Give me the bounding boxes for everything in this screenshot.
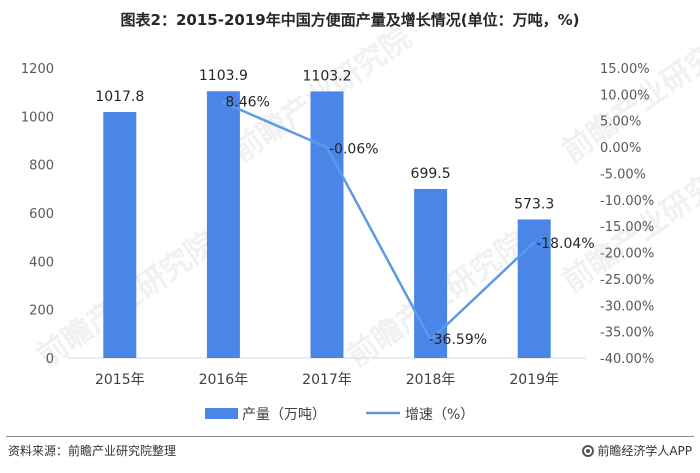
bar-value-label: 1103.9 [199, 68, 248, 84]
brand-label: 前瞻经济学人APP [597, 444, 692, 458]
y-left-tick-label: 0 [46, 352, 54, 367]
legend-line-label: 增速（%） [405, 407, 474, 423]
y-right-tick-label: -10.00% [600, 194, 654, 209]
growth-value-label: -0.06% [329, 141, 379, 157]
y-left-tick-label: 1200 [21, 62, 54, 77]
x-tick-label: 2015年 [95, 372, 145, 388]
y-right-tick-label: -15.00% [600, 220, 654, 235]
growth-line [222, 101, 536, 342]
y-left-tick-label: 1000 [21, 110, 54, 125]
y-right-tick-label: -35.00% [600, 326, 654, 341]
bar-value-label: 699.5 [411, 166, 451, 182]
y-right-tick-label: 0.00% [600, 141, 641, 156]
y-right-tick-label: -40.00% [600, 352, 654, 367]
legend-bar-label: 产量（万吨） [242, 407, 326, 423]
legend-bar-swatch [205, 408, 238, 419]
bar-value-label: 1103.2 [303, 68, 352, 84]
y-right-tick-label: -25.00% [600, 273, 654, 288]
bar-value-label: 1017.8 [95, 89, 144, 105]
y-right-tick-label: -20.00% [600, 247, 654, 262]
x-tick-label: 2016年 [199, 372, 249, 388]
x-tick-label: 2017年 [302, 372, 352, 388]
y-left-tick-label: 600 [29, 207, 54, 222]
source-note: 资料来源：前瞻产业研究院整理 [8, 444, 177, 458]
y-left-tick-label: 400 [29, 255, 54, 270]
growth-point [325, 145, 329, 149]
growth-point [221, 100, 225, 104]
bar [103, 112, 137, 358]
y-right-tick-label: -5.00% [600, 167, 646, 182]
footer-divider [6, 436, 694, 437]
growth-value-label: -18.04% [536, 236, 594, 252]
y-right-tick-label: 5.00% [600, 115, 641, 130]
growth-point [532, 240, 536, 244]
bar [206, 91, 240, 358]
y-right-tick-label: 15.00% [600, 62, 650, 77]
brand-logo-icon [582, 444, 595, 457]
growth-value-label: -36.59% [429, 332, 487, 348]
y-left-tick-label: 800 [29, 159, 54, 174]
x-tick-label: 2019年 [509, 372, 559, 388]
bar-value-label: 573.3 [514, 196, 554, 212]
x-tick-label: 2018年 [406, 372, 456, 388]
chart-title: 图表2：2015-2019年中国方便面产量及增长情况(单位：万吨，%) [120, 11, 580, 29]
chart-area: 0 200 400 600 800 1000 1200 15.00% 10.00% 5.00% 0.… [21, 62, 654, 423]
growth-value-label: 8.46% [225, 94, 269, 110]
growth-point [429, 338, 433, 342]
y-right-tick-label: 10.00% [600, 88, 650, 103]
bar [310, 91, 344, 358]
y-left-tick-label: 200 [29, 304, 54, 319]
y-right-tick-label: -30.00% [600, 299, 654, 314]
brand: 前瞻经济学人APP [582, 442, 692, 459]
